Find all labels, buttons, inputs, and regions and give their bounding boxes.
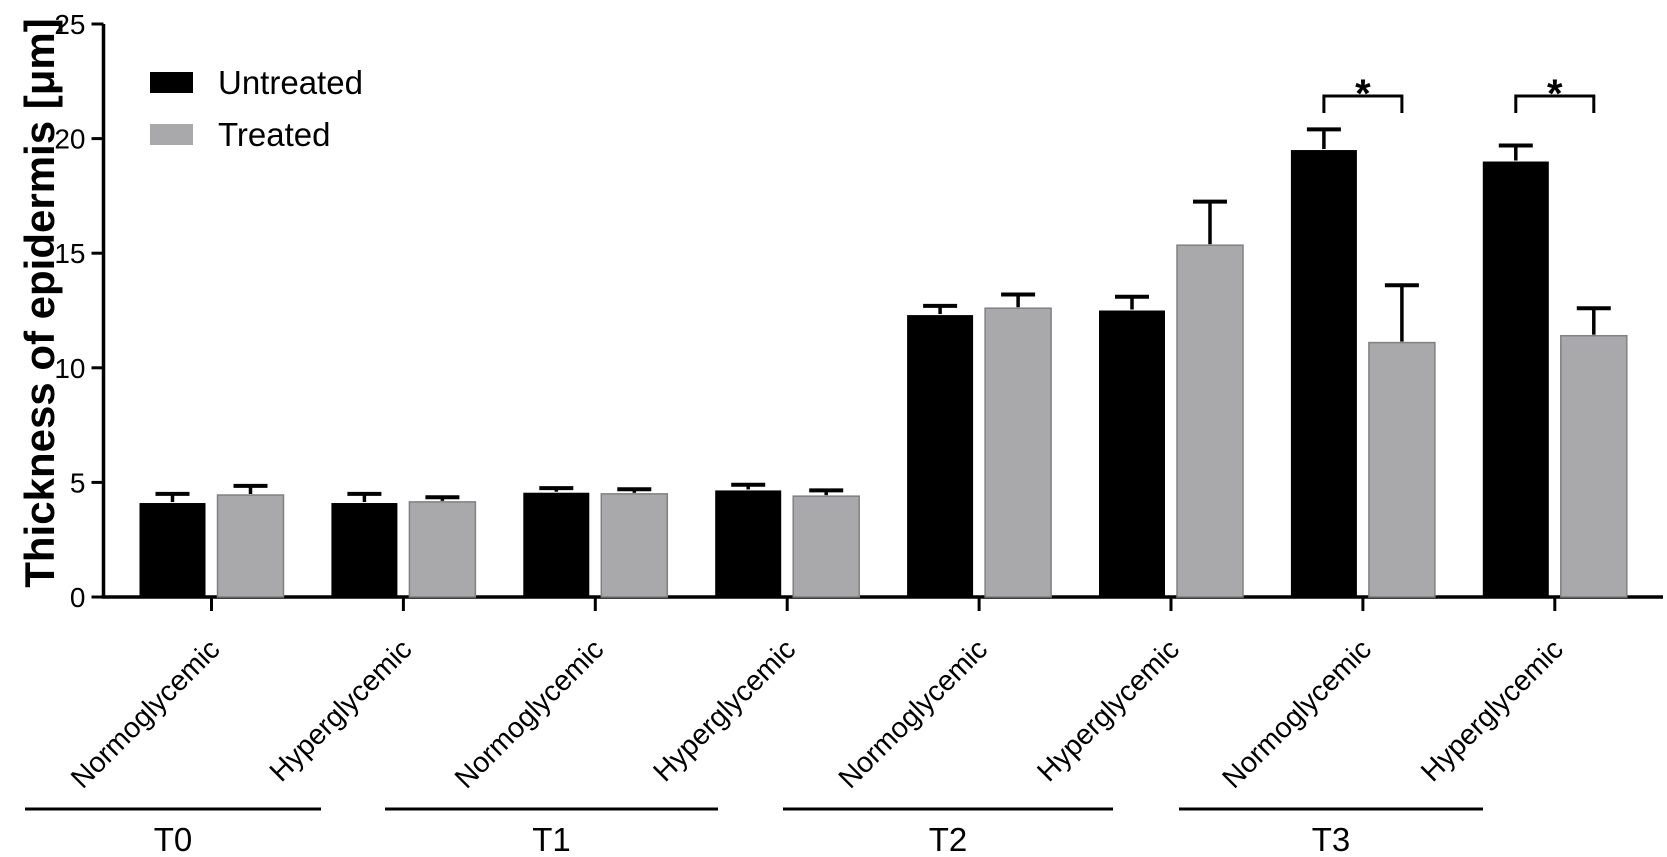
y-axis-title: Thickness of epidermis [μm] <box>16 18 63 588</box>
category-label: Normoglycemic <box>833 633 994 794</box>
bar-treated <box>1368 341 1436 598</box>
bar-untreated <box>139 503 206 597</box>
significance-bracket <box>1514 94 1596 113</box>
group-label: T2 <box>929 821 968 857</box>
category-label: Normoglycemic <box>1216 633 1377 794</box>
legend-swatch-untreated <box>150 72 193 93</box>
bar-untreated <box>1290 150 1357 597</box>
bar-treated <box>1176 244 1244 598</box>
significance-bracket <box>1322 94 1404 113</box>
bar-treated <box>984 307 1052 598</box>
bar-treated <box>408 501 477 598</box>
bar-untreated <box>1482 161 1549 597</box>
category-label: Hyperglycemic <box>264 633 419 788</box>
group-label: T3 <box>1312 821 1351 857</box>
group-label: T1 <box>532 821 571 857</box>
bar-treated <box>1560 334 1628 598</box>
y-tick-label: 25 <box>54 9 85 40</box>
category-label: Hyperglycemic <box>1031 633 1186 788</box>
legend: Untreated Treated <box>150 64 363 173</box>
y-tick-label: 15 <box>54 238 85 269</box>
category-label: Normoglycemic <box>449 633 610 794</box>
y-tick-label: 10 <box>54 353 85 384</box>
y-tick-label: 20 <box>54 124 85 155</box>
y-tick-label: 0 <box>70 582 86 613</box>
group-label: T0 <box>154 821 193 857</box>
bar-untreated <box>715 490 782 597</box>
legend-label-untreated: Untreated <box>218 64 363 101</box>
category-label: Hyperglycemic <box>647 633 802 788</box>
significance-asterisk: * <box>1355 72 1371 116</box>
bar-untreated <box>907 315 974 597</box>
legend-label-treated: Treated <box>218 116 331 153</box>
bar-untreated <box>331 503 398 597</box>
category-label: Hyperglycemic <box>1415 633 1570 788</box>
significance-asterisk: * <box>1547 72 1563 116</box>
bar-treated <box>600 493 669 598</box>
bar-treated <box>792 495 860 598</box>
legend-item-untreated: Untreated <box>150 64 363 101</box>
bar-untreated <box>523 492 590 597</box>
bar-treated <box>216 494 285 598</box>
legend-item-treated: Treated <box>150 116 363 153</box>
legend-swatch-treated <box>150 124 193 145</box>
category-label: Normoglycemic <box>65 633 226 794</box>
bar-untreated <box>1099 310 1165 597</box>
y-tick-label: 5 <box>70 467 86 498</box>
